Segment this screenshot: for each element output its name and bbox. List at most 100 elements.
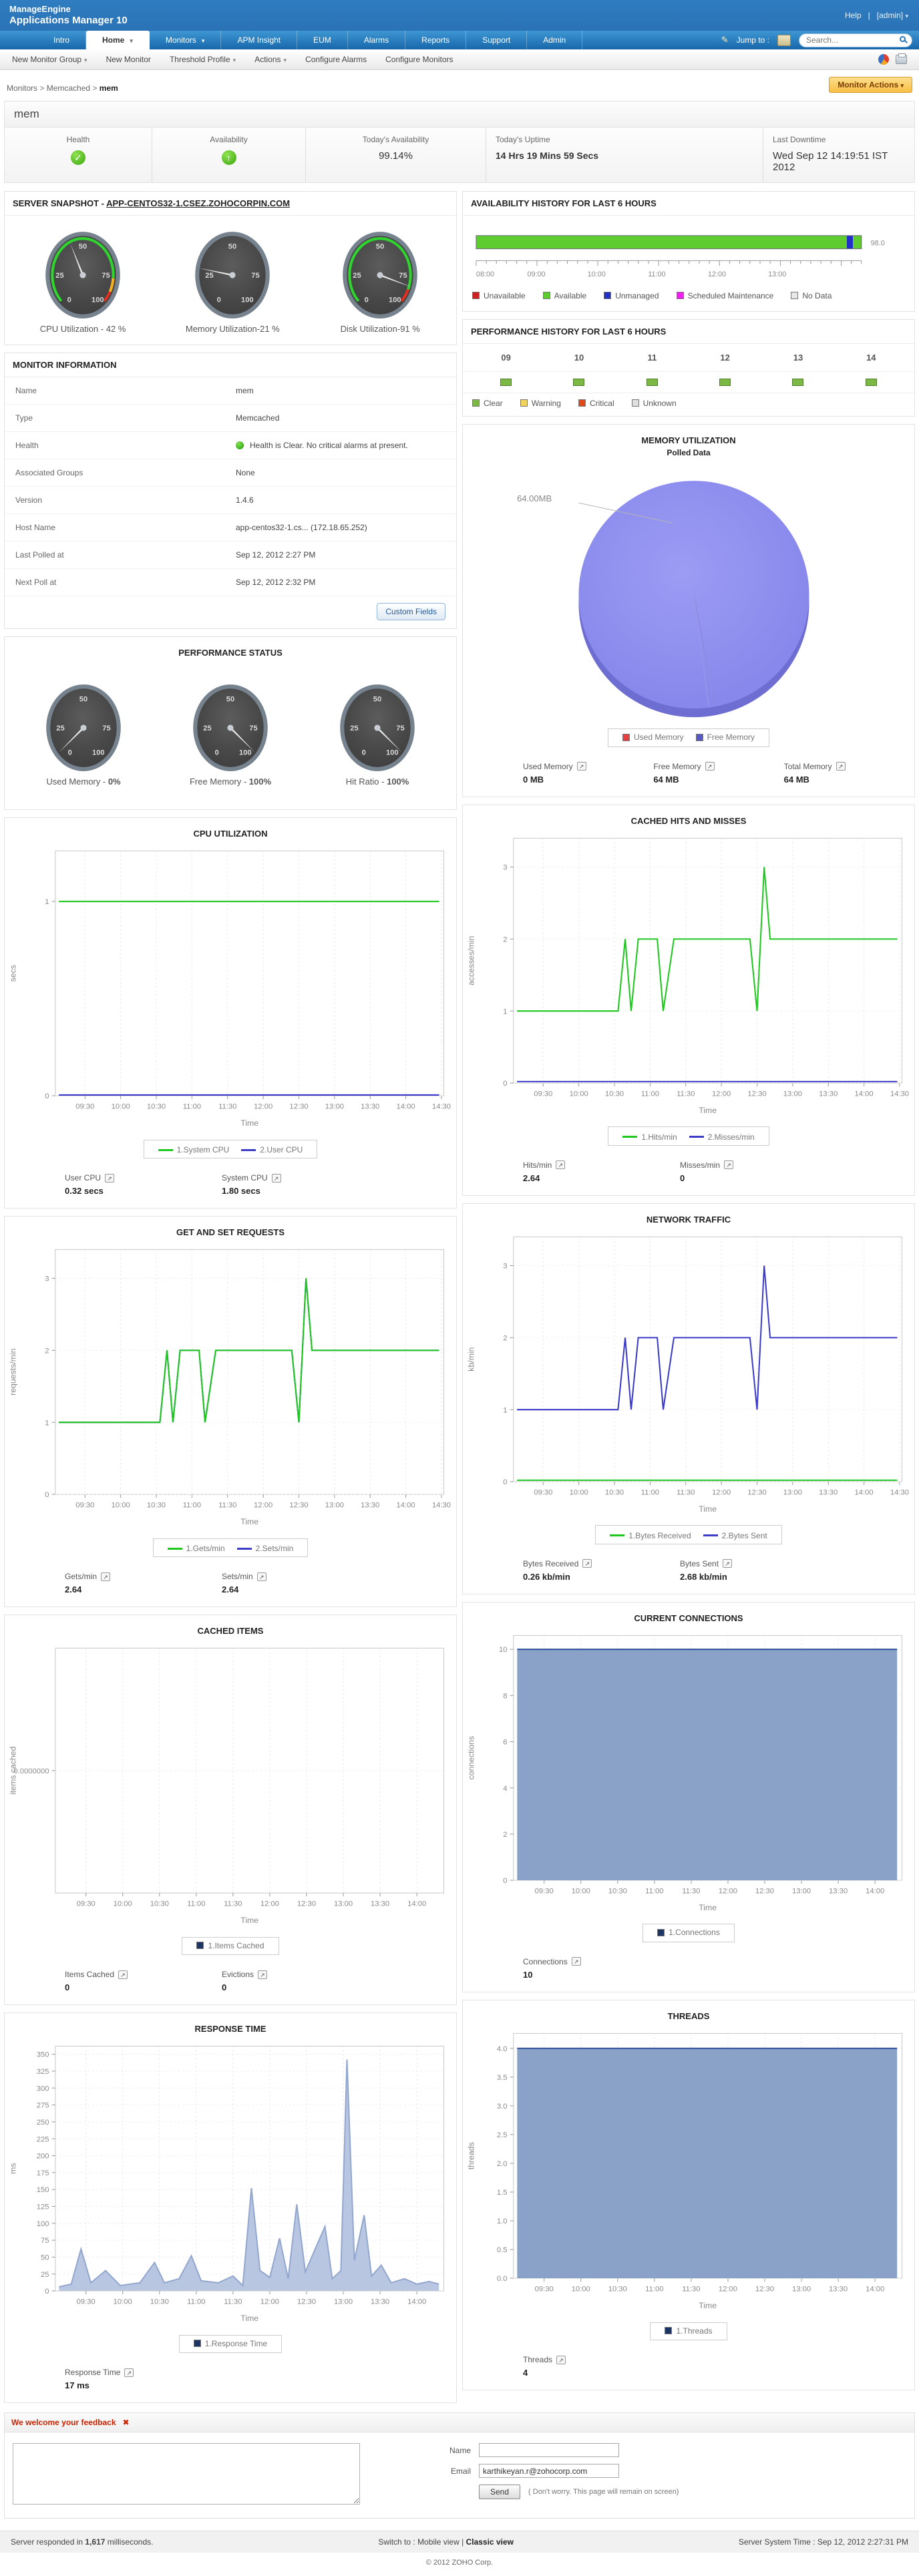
memory-gauge: 50 25 75 0 100: [195, 232, 270, 318]
chart-legend: 1.Threads: [650, 2322, 727, 2341]
performance-history-panel: PERFORMANCE HISTORY FOR LAST 6 HOURS 09 …: [462, 318, 915, 417]
status-square[interactable]: [646, 378, 658, 386]
svg-text:300: 300: [37, 2085, 49, 2093]
tab-admin[interactable]: Admin: [527, 31, 583, 49]
classic-view-link[interactable]: Classic view: [466, 2537, 514, 2547]
popup-icon[interactable]: ↗: [118, 1970, 128, 1979]
admin-user-menu[interactable]: [admin] ▾: [876, 11, 908, 20]
popup-icon[interactable]: ↗: [571, 1957, 581, 1966]
svg-text:10:00: 10:00: [114, 1900, 132, 1908]
popup-icon[interactable]: ↗: [258, 1970, 268, 1979]
status-square[interactable]: [792, 378, 804, 386]
stat-bytes-received: Bytes Received ↗ 0.26 kb/min: [523, 1559, 680, 1582]
chevron-down-icon: ▾: [283, 57, 287, 63]
summary-todays-uptime: Today's Uptime 14 Hrs 19 Mins 59 Secs: [486, 128, 763, 182]
close-icon[interactable]: ✖: [122, 2418, 130, 2428]
server-host-link[interactable]: APP-CENTOS32-1.CSEZ.ZOHOCORPIN.COM: [106, 198, 291, 208]
mobile-view-link[interactable]: Mobile view: [417, 2537, 460, 2547]
popup-icon[interactable]: ↗: [836, 762, 846, 771]
svg-text:10:30: 10:30: [608, 2286, 627, 2294]
svg-text:0: 0: [503, 1478, 507, 1486]
search-input[interactable]: [799, 33, 912, 47]
svg-text:10:00: 10:00: [588, 270, 606, 278]
monitor-actions-button[interactable]: Monitor Actions ▾: [829, 77, 912, 93]
jump-to-icon[interactable]: [777, 34, 791, 46]
tab-intro[interactable]: Intro: [37, 31, 87, 49]
breadcrumb-monitors[interactable]: Monitors: [7, 83, 38, 93]
name-field[interactable]: [479, 2443, 619, 2458]
status-square[interactable]: [865, 378, 877, 386]
popup-icon[interactable]: ↗: [705, 762, 715, 771]
tab-support[interactable]: Support: [466, 31, 528, 49]
breadcrumb-memcached[interactable]: Memcached: [46, 83, 91, 93]
svg-text:10:30: 10:30: [150, 1900, 169, 1908]
tab-reports[interactable]: Reports: [405, 31, 467, 49]
svg-text:75: 75: [252, 272, 260, 280]
popup-icon[interactable]: ↗: [724, 1160, 734, 1170]
svg-text:14:00: 14:00: [407, 2298, 426, 2306]
popup-icon[interactable]: ↗: [582, 1559, 592, 1568]
popup-icon[interactable]: ↗: [723, 1559, 733, 1568]
email-field[interactable]: [479, 2464, 619, 2479]
svg-text:25: 25: [41, 2271, 49, 2279]
threshold-profile-menu[interactable]: Threshold Profile ▾: [169, 55, 236, 64]
popup-icon[interactable]: ↗: [576, 762, 586, 771]
popup-icon[interactable]: ↗: [256, 1572, 266, 1581]
tab-apm-insight[interactable]: APM Insight: [221, 31, 298, 49]
pie-chart-icon[interactable]: [878, 54, 889, 65]
svg-text:14:30: 14:30: [890, 1090, 909, 1098]
manageengine-logo[interactable]: ManageEngine Applications Manager 10: [9, 3, 128, 26]
svg-text:3: 3: [503, 863, 507, 871]
tab-home[interactable]: Home ▾: [86, 31, 150, 49]
help-link[interactable]: Help: [844, 11, 862, 20]
logo-line1: ManageEngine: [9, 3, 71, 14]
send-button[interactable]: Send: [479, 2485, 521, 2500]
table-row: Last Polled at Sep 12, 2012 2:27 PM: [5, 542, 456, 569]
svg-text:3.0: 3.0: [497, 2103, 508, 2111]
tab-eum[interactable]: EUM: [297, 31, 348, 49]
feedback-textarea[interactable]: [13, 2443, 360, 2505]
pencil-icon[interactable]: ✎: [721, 35, 729, 45]
new-monitor-button[interactable]: New Monitor: [106, 55, 151, 64]
popup-icon[interactable]: ↗: [556, 1160, 566, 1170]
health-clear-icon: [236, 441, 244, 449]
svg-text:75: 75: [399, 272, 407, 280]
status-square[interactable]: [573, 378, 585, 386]
stat-threads: Threads ↗ 4: [523, 2355, 680, 2378]
popup-icon[interactable]: ↗: [124, 2368, 134, 2377]
memory-pie-chart: [578, 481, 809, 718]
svg-text:100: 100: [92, 749, 105, 757]
server-snapshot-title: SERVER SNAPSHOT -: [13, 198, 105, 208]
svg-text:225: 225: [37, 2136, 49, 2144]
tab-alarms[interactable]: Alarms: [348, 31, 406, 49]
svg-text:12:00: 12:00: [712, 1488, 731, 1496]
popup-icon[interactable]: ↗: [105, 1173, 115, 1183]
svg-text:Time: Time: [240, 1118, 258, 1128]
new-monitor-group-menu[interactable]: New Monitor Group ▾: [12, 55, 87, 64]
configure-alarms-button[interactable]: Configure Alarms: [305, 55, 367, 64]
popup-icon[interactable]: ↗: [101, 1572, 111, 1581]
status-square[interactable]: [500, 378, 512, 386]
printer-icon[interactable]: [896, 53, 907, 64]
configure-monitors-button[interactable]: Configure Monitors: [385, 55, 453, 64]
chart-legend: 1.Gets/min 2.Sets/min: [152, 1538, 309, 1558]
svg-text:2.5: 2.5: [497, 2131, 508, 2139]
search-icon[interactable]: [900, 35, 906, 42]
svg-text:6: 6: [503, 1738, 507, 1746]
svg-text:09:30: 09:30: [535, 2286, 554, 2294]
actions-menu[interactable]: Actions ▾: [254, 55, 287, 64]
svg-text:100: 100: [91, 296, 104, 304]
svg-text:14:30: 14:30: [432, 1502, 451, 1510]
tab-monitors[interactable]: Monitors ▾: [150, 31, 222, 49]
popup-icon[interactable]: ↗: [271, 1173, 281, 1183]
performance-history-title: PERFORMANCE HISTORY FOR LAST 6 HOURS: [463, 320, 914, 344]
custom-fields-button[interactable]: Custom Fields: [377, 603, 445, 620]
svg-text:Time: Time: [240, 1517, 258, 1526]
stat-response-time: Response Time ↗ 17 ms: [65, 2368, 222, 2390]
network-traffic-chart: 09:30 10:00 10:30 11:00 11:30 12:00 12:30 13:00…: [466, 1236, 909, 1514]
svg-text:1.5: 1.5: [497, 2189, 508, 2197]
breadcrumb-current: mem: [99, 83, 118, 93]
svg-text:11:30: 11:30: [224, 2298, 242, 2306]
status-square[interactable]: [719, 378, 731, 386]
popup-icon[interactable]: ↗: [556, 2355, 566, 2364]
